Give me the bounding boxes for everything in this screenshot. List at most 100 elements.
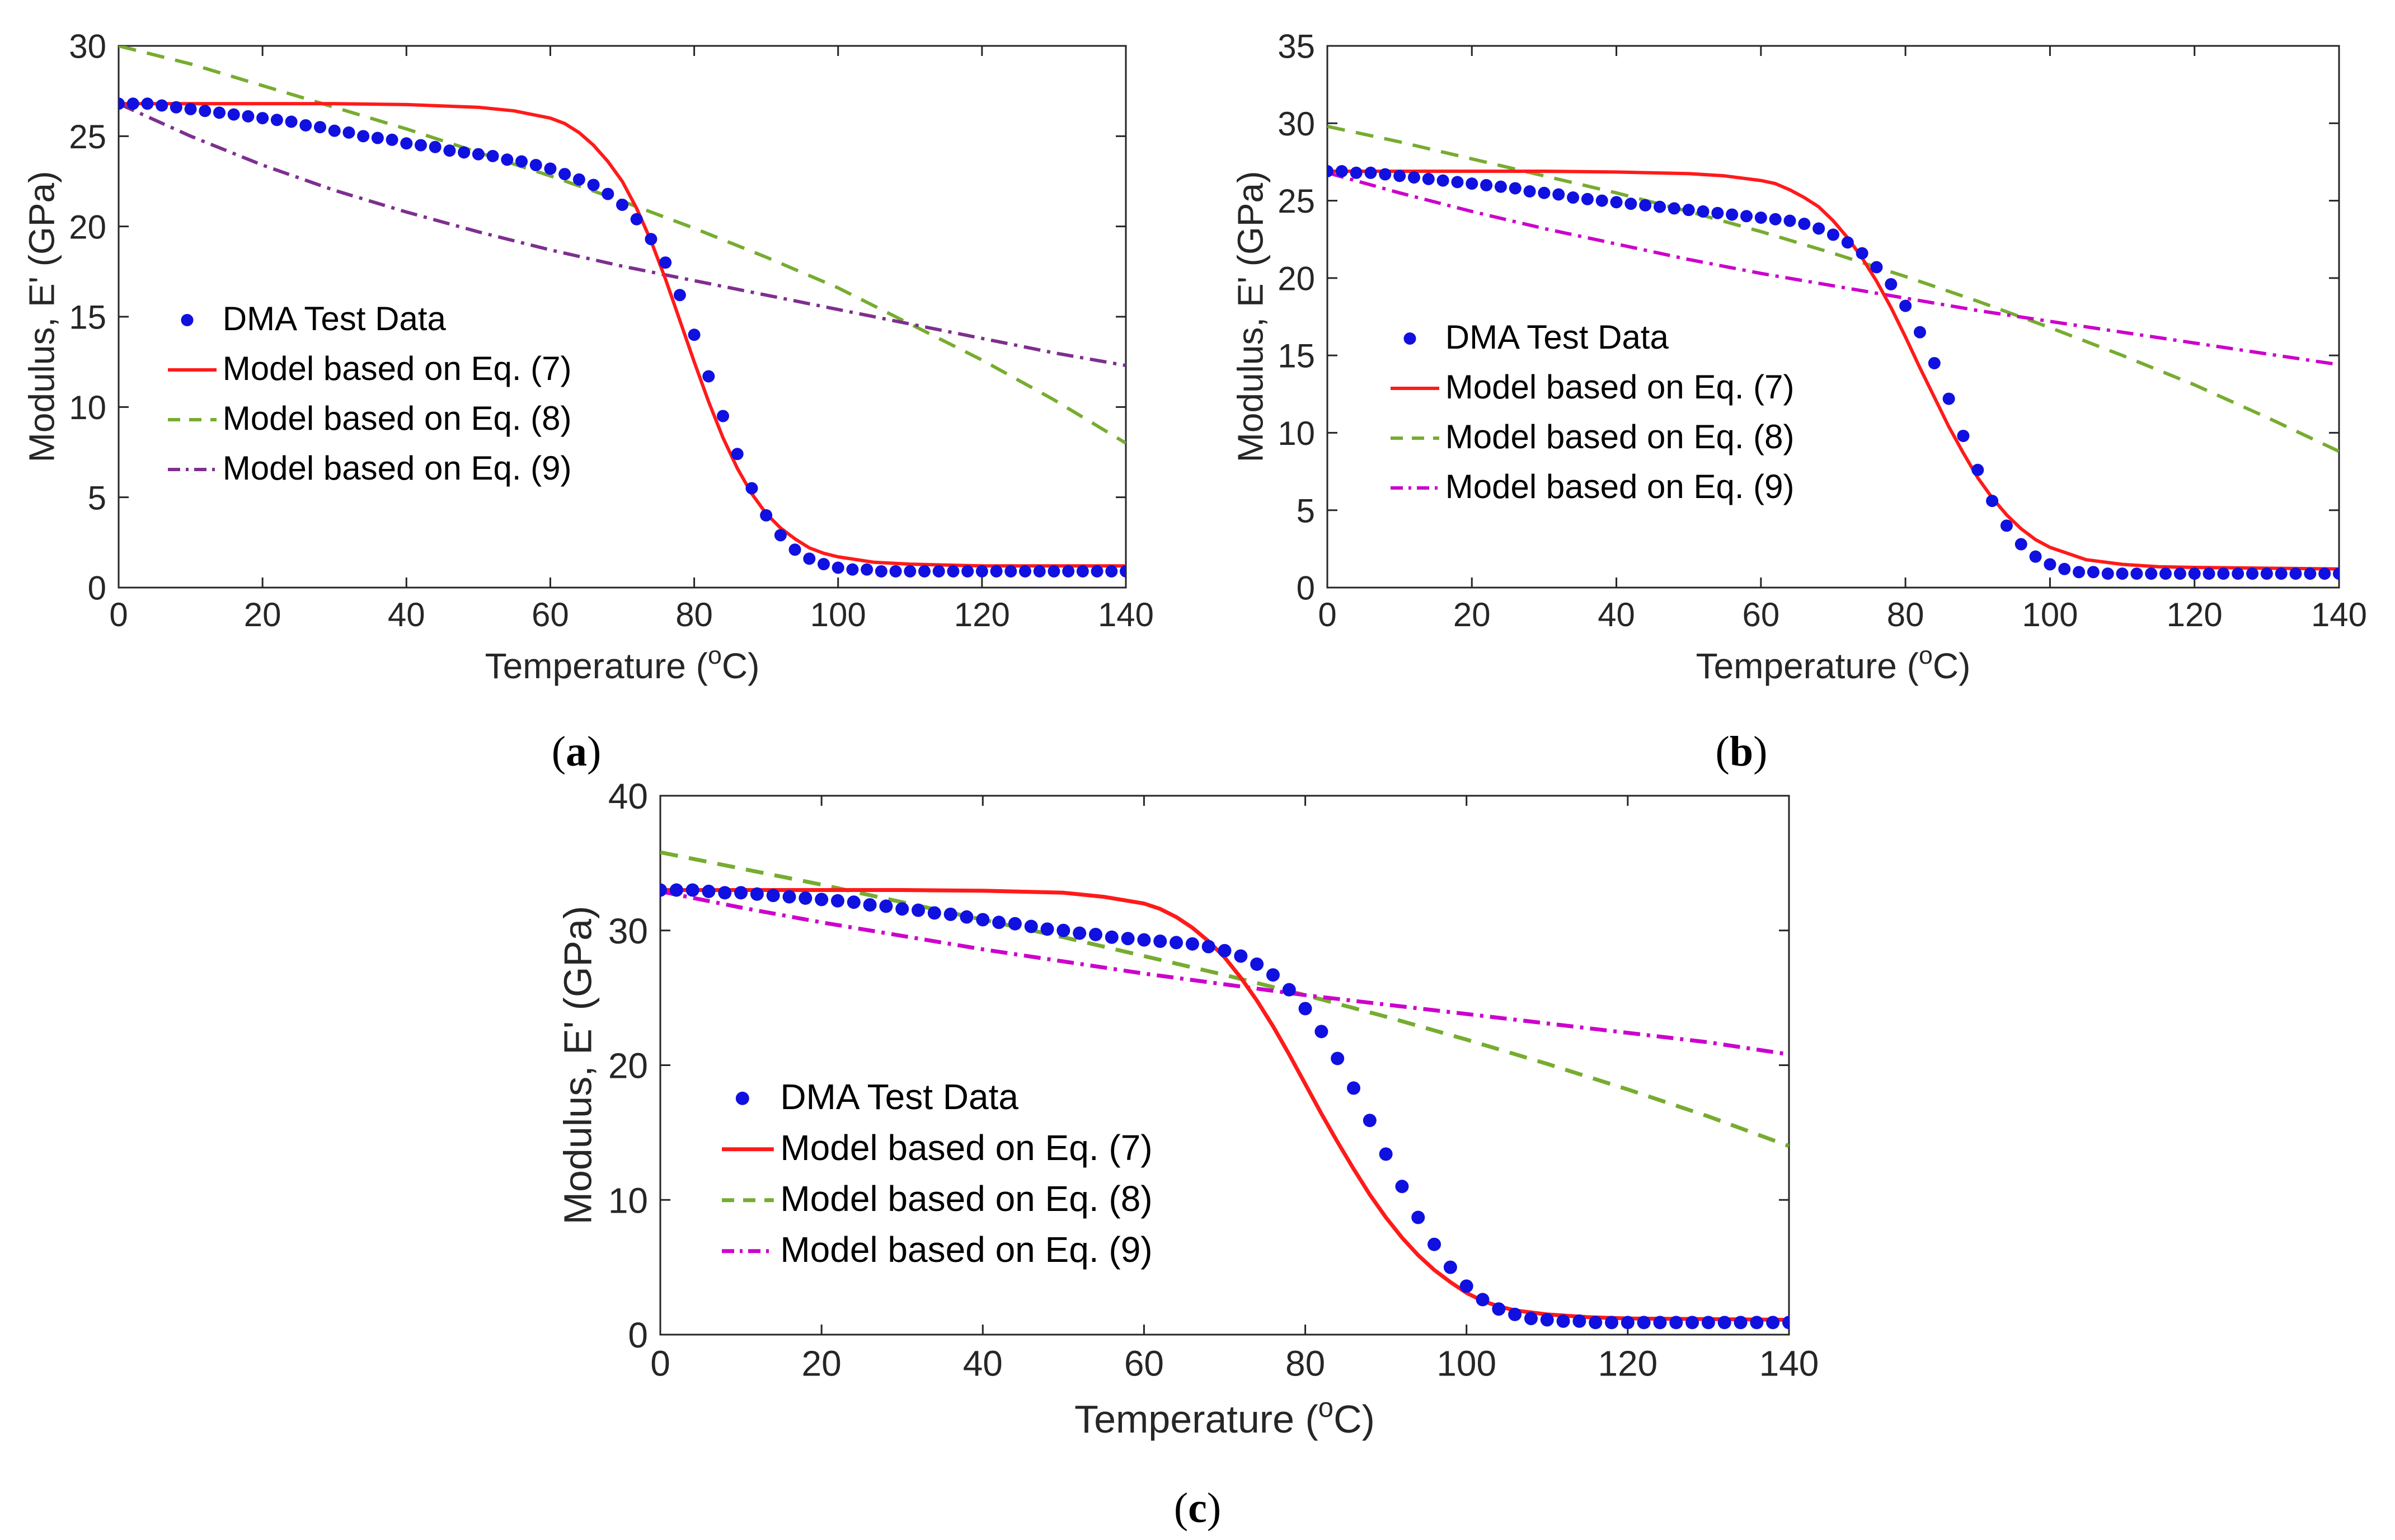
plot-area-box	[659, 795, 1790, 1336]
legend-entry-label: Model based on Eq. (7)	[223, 350, 572, 387]
dma-data-point	[199, 105, 212, 118]
dma-data-point	[927, 906, 941, 920]
dma-data-point	[2333, 567, 2339, 580]
dma-data-point	[602, 187, 614, 200]
dma-data-point	[1812, 222, 1825, 235]
dma-data-point	[184, 102, 197, 115]
dma-data-point	[1589, 1316, 1603, 1330]
legend-entry-label: Model based on Eq. (9)	[780, 1229, 1152, 1270]
dma-data-point	[1701, 1316, 1715, 1330]
dma-data-point	[1427, 1237, 1441, 1251]
dma-data-point	[2275, 567, 2288, 580]
dma-data-point	[1436, 174, 1449, 187]
dma-data-point	[1422, 172, 1435, 185]
y-tick-label: 0	[88, 570, 106, 607]
y-tick-label: 30	[1278, 105, 1315, 143]
series-line-eq8	[1327, 124, 2339, 453]
y-tick-label: 5	[88, 479, 106, 517]
y-tick-label: 25	[1278, 182, 1315, 220]
dma-data-point	[1986, 495, 1999, 508]
dma-data-point	[1363, 1114, 1377, 1128]
dma-data-point	[328, 124, 341, 137]
panel-label: (b)	[1716, 728, 1768, 775]
x-axis-label-unit: C)	[1333, 1397, 1375, 1441]
dma-data-point	[1841, 236, 1854, 249]
dma-data-point	[717, 410, 729, 422]
dma-data-point	[1639, 199, 1652, 212]
dma-data-point	[1523, 185, 1536, 198]
x-axis-label-text: Temperature (	[485, 646, 708, 686]
x-tick-label: 20	[1453, 596, 1491, 633]
dma-data-point	[734, 886, 748, 900]
dma-data-point	[299, 119, 312, 132]
dma-data-point	[1717, 1316, 1731, 1330]
y-tick-label: 20	[69, 208, 106, 246]
dma-data-point	[558, 168, 571, 181]
dma-data-point	[702, 884, 716, 898]
dma-data-point	[1538, 186, 1551, 199]
legend-entry-label: Model based on Eq. (7)	[1445, 368, 1795, 406]
dma-data-point	[1798, 218, 1811, 231]
legend-entry-label: DMA Test Data	[223, 300, 447, 337]
legend-entry-label: Model based on Eq. (8)	[1445, 418, 1795, 456]
y-tick-label: 15	[69, 299, 106, 336]
x-tick-label: 140	[1098, 596, 1154, 633]
panel-label-open: (	[552, 728, 566, 775]
plot-area-box	[118, 45, 1127, 589]
dma-data-point	[943, 907, 957, 921]
dma-data-point	[1654, 200, 1666, 213]
dma-data-point	[2101, 567, 2114, 580]
dma-data-point	[1856, 247, 1868, 260]
x-tick-label: 140	[2311, 596, 2367, 633]
x-tick-label: 20	[802, 1344, 842, 1384]
dma-data-point	[1734, 1316, 1748, 1330]
panel-label-letter: c	[1188, 1485, 1207, 1532]
x-tick-label: 80	[675, 596, 713, 633]
y-tick-label: 10	[69, 389, 106, 426]
x-tick-label: 40	[388, 596, 425, 633]
dma-data-point	[1572, 1314, 1586, 1328]
legend-entry-label: Model based on Eq. (7)	[780, 1128, 1152, 1168]
y-tick-label: 5	[1297, 492, 1315, 529]
dma-data-point	[1019, 565, 1031, 578]
dma-data-point	[1492, 1302, 1506, 1316]
dma-data-point	[256, 112, 269, 125]
dma-data-point	[2029, 550, 2042, 563]
panel-label-open: (	[1174, 1485, 1188, 1532]
dma-data-point	[1653, 1316, 1667, 1330]
dma-data-point	[2014, 538, 2027, 551]
x-tick-label: 40	[963, 1344, 1003, 1384]
panel-label-letter: a	[566, 728, 587, 775]
x-tick-label: 120	[954, 596, 1010, 633]
x-tick-label: 100	[810, 596, 866, 633]
dma-data-point	[1524, 1312, 1538, 1326]
plot-area-box	[1326, 45, 2340, 589]
dma-data-point	[1913, 326, 1926, 339]
dma-data-point	[1033, 565, 1046, 578]
dma-data-point	[960, 910, 974, 924]
dma-data-point	[847, 895, 861, 909]
dma-data-point	[1073, 926, 1087, 940]
dma-data-point	[918, 565, 931, 578]
series-group	[660, 850, 1789, 1330]
dma-data-point	[1957, 429, 1970, 442]
dma-data-point	[1298, 1002, 1312, 1016]
legend-entry-label: Model based on Eq. (8)	[780, 1179, 1152, 1219]
x-axis-label: Temperature (oC)	[485, 641, 760, 686]
dma-data-point	[1451, 176, 1464, 189]
dma-data-point	[357, 130, 370, 143]
dma-data-point	[1170, 936, 1184, 950]
dma-data-point	[400, 137, 413, 150]
dma-data-point	[2044, 558, 2056, 571]
dma-data-point	[961, 565, 974, 578]
dma-data-point	[766, 889, 780, 903]
dma-data-point	[141, 97, 154, 110]
dma-data-point	[1682, 204, 1695, 217]
dma-data-point	[1407, 171, 1420, 184]
dma-data-point	[1769, 213, 1782, 226]
legend-entry-label: Model based on Eq. (9)	[1445, 468, 1795, 505]
dma-data-point	[1024, 919, 1038, 933]
x-tick-label: 60	[1124, 1344, 1164, 1384]
dma-data-point	[1091, 565, 1103, 578]
dma-data-point	[1379, 1147, 1393, 1161]
